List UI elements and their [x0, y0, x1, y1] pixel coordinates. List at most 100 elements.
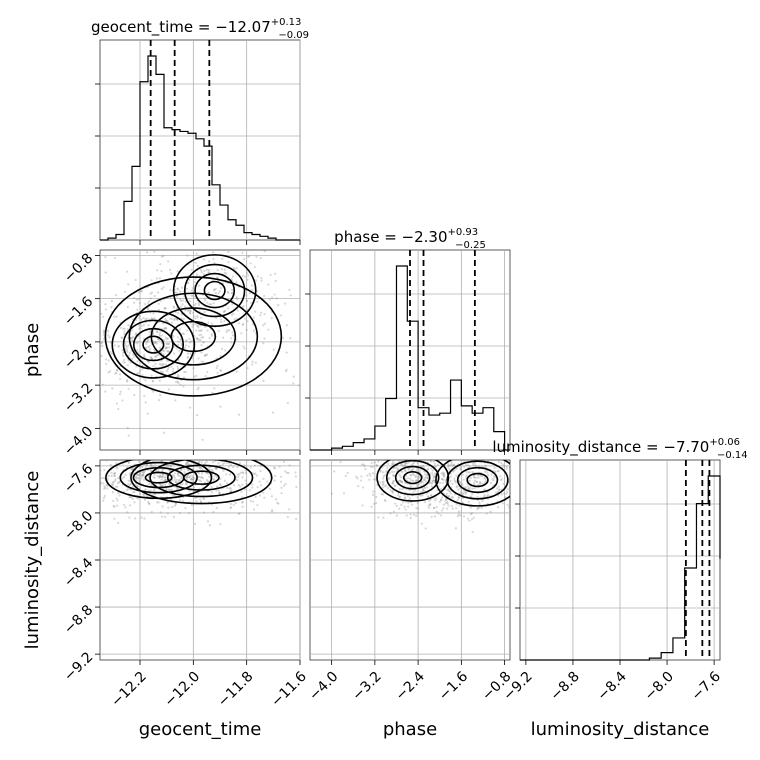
sample-point	[433, 506, 436, 510]
sample-point	[137, 297, 140, 300]
sample-point	[194, 317, 197, 320]
sample-point	[241, 323, 244, 327]
sample-point	[417, 483, 421, 486]
sample-point	[274, 498, 278, 501]
sample-point	[140, 290, 143, 293]
sample-point	[192, 311, 195, 314]
sample-point	[285, 471, 289, 474]
sample-point	[170, 272, 173, 275]
sample-point	[463, 465, 466, 469]
sample-point	[135, 318, 138, 322]
sample-point	[409, 513, 412, 516]
sample-point	[447, 452, 449, 454]
x-tick-label: −2.4	[393, 669, 428, 704]
sample-point	[153, 317, 156, 320]
sample-point	[223, 268, 226, 271]
sample-point	[342, 492, 346, 495]
xlabel-phase: phase	[383, 719, 437, 740]
sample-point	[246, 320, 249, 323]
sample-point	[164, 306, 167, 310]
sample-point	[207, 460, 209, 461]
sample-point	[432, 475, 436, 478]
sample-point	[459, 481, 462, 485]
title-luminosity_distance: luminosity_distance = −7.70+0.06 −0.14	[492, 437, 747, 461]
sample-point	[219, 477, 222, 480]
sample-point	[236, 247, 238, 249]
sample-point	[284, 369, 288, 373]
sample-point	[227, 465, 231, 468]
sample-point	[388, 477, 391, 480]
sample-point	[232, 484, 236, 487]
sample-point	[506, 503, 509, 506]
sample-point	[190, 474, 193, 477]
sample-point	[123, 330, 126, 333]
sample-point	[212, 251, 215, 254]
sample-point	[458, 487, 461, 490]
sample-point	[237, 484, 241, 487]
sample-point	[37, 459, 39, 461]
sample-point	[416, 496, 419, 499]
sample-point	[155, 330, 159, 333]
sample-point	[138, 301, 141, 304]
sample-point	[156, 330, 159, 334]
sample-point	[204, 325, 207, 329]
sample-point	[167, 455, 169, 457]
sample-point	[166, 368, 170, 371]
sample-point	[159, 331, 162, 334]
sample-point	[210, 491, 214, 494]
sample-point	[379, 481, 382, 484]
sample-point	[161, 476, 164, 479]
sample-point	[469, 506, 472, 509]
sample-point	[222, 469, 225, 472]
sample-point	[109, 370, 112, 373]
sample-point	[154, 355, 157, 358]
sample-point	[468, 471, 471, 474]
sample-point	[472, 516, 475, 519]
sample-point	[136, 484, 139, 488]
sample-point	[91, 494, 93, 496]
sample-point	[409, 516, 412, 520]
sample-point	[224, 349, 227, 352]
sample-point	[208, 336, 211, 340]
sample-point	[454, 481, 457, 484]
sample-point	[234, 501, 237, 505]
sample-point	[124, 451, 126, 453]
sample-point	[421, 490, 425, 493]
sample-point	[113, 472, 117, 475]
sample-point	[411, 479, 415, 482]
sample-point	[513, 475, 515, 477]
sample-point	[256, 275, 259, 278]
sample-point	[404, 462, 407, 465]
sample-point	[390, 470, 394, 473]
sample-point	[126, 305, 129, 309]
x-tick-label: −1.6	[436, 669, 471, 704]
sample-point	[102, 499, 105, 502]
sample-point	[246, 278, 249, 281]
sample-point	[165, 346, 168, 349]
sample-point	[270, 510, 274, 513]
sample-point	[497, 485, 500, 488]
sample-point	[167, 350, 170, 353]
sample-point	[159, 263, 162, 266]
sample-point	[371, 465, 374, 469]
sample-point	[160, 515, 164, 518]
sample-point	[346, 471, 349, 475]
sample-point	[416, 485, 419, 488]
sample-point	[432, 460, 435, 463]
sample-point	[179, 456, 181, 458]
sample-point	[355, 475, 358, 478]
sample-point	[176, 367, 180, 370]
sample-point	[124, 506, 127, 509]
sample-point	[100, 342, 103, 345]
sample-point	[141, 465, 144, 469]
sample-point	[245, 328, 248, 332]
sample-point	[248, 255, 251, 258]
sample-point	[118, 373, 122, 376]
sample-point	[141, 367, 144, 371]
sample-point	[205, 471, 208, 474]
histogram-panel-geocent_time: geocent_time = −12.07+0.13 −0.09	[91, 17, 309, 245]
sample-point	[157, 353, 160, 356]
sample-point	[416, 507, 420, 510]
sample-point	[190, 503, 193, 507]
density-contour	[182, 470, 220, 485]
